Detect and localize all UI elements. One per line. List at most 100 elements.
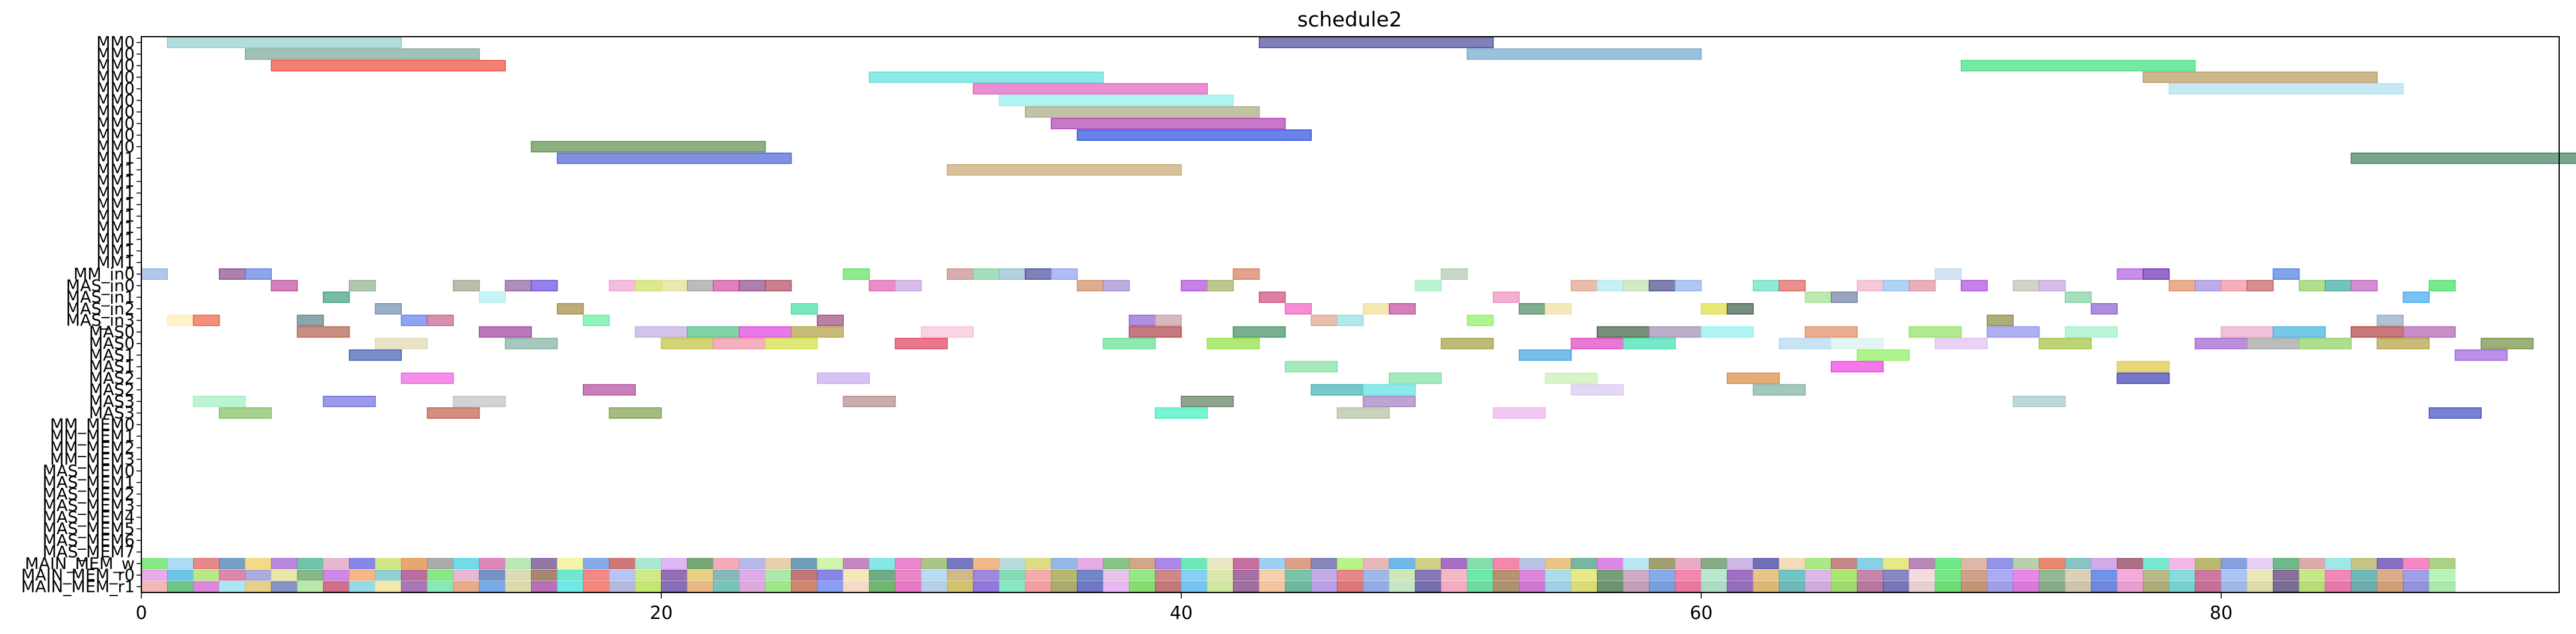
task-bar <box>583 315 610 327</box>
task-bar <box>322 291 350 303</box>
memory-block <box>2091 558 2118 570</box>
task-bar <box>271 60 506 72</box>
task-bar <box>1232 326 1286 338</box>
task-bar <box>1778 280 1806 292</box>
task-bar <box>218 268 246 280</box>
memory-block <box>297 581 324 592</box>
memory-block <box>1753 581 1780 592</box>
task-bar <box>713 337 766 349</box>
memory-block <box>2376 569 2404 581</box>
task-bar <box>2142 71 2378 83</box>
memory-block <box>661 581 688 592</box>
memory-block <box>1311 569 1338 581</box>
task-bar <box>609 407 662 419</box>
y-tick-label: MAS_MEM3 <box>43 497 135 516</box>
memory-block <box>609 581 636 592</box>
memory-block <box>1259 558 1286 570</box>
task-bar <box>2272 326 2326 338</box>
task-bar <box>452 395 506 407</box>
memory-block <box>141 569 168 581</box>
y-tick-label: MM0 <box>96 126 135 145</box>
y-tick-label: MM1 <box>96 242 135 260</box>
memory-block <box>1207 581 1234 592</box>
task-bar <box>1415 280 1442 292</box>
task-bar <box>2012 280 2040 292</box>
task-bar <box>1753 280 1780 292</box>
memory-block <box>1804 558 1832 570</box>
x-tick-label: 60 <box>1689 603 1712 624</box>
memory-block <box>2299 581 2326 592</box>
memory-block <box>1804 569 1832 581</box>
task-bar <box>843 395 896 407</box>
task-bar <box>817 315 844 327</box>
memory-block <box>843 558 870 570</box>
x-tick-label: 40 <box>1170 603 1193 624</box>
task-bar <box>401 372 454 384</box>
memory-block <box>2169 581 2196 592</box>
task-bar <box>868 71 1104 83</box>
memory-block <box>1804 581 1832 592</box>
memory-block <box>661 569 688 581</box>
memory-block <box>687 569 714 581</box>
memory-block <box>1674 558 1702 570</box>
memory-block <box>609 558 636 570</box>
task-bar <box>141 268 168 280</box>
memory-block <box>375 569 402 581</box>
task-bar <box>764 280 792 292</box>
memory-block <box>713 558 740 570</box>
memory-block <box>1597 558 1624 570</box>
y-tick-label: MAS0 <box>89 323 135 342</box>
y-tick-label: MAS_MEM7 <box>43 543 135 562</box>
memory-block <box>1415 569 1442 581</box>
task-bar <box>2429 407 2482 419</box>
memory-block <box>2116 558 2144 570</box>
task-bar <box>1830 291 1858 303</box>
task-bar <box>739 280 766 292</box>
memory-block <box>1232 581 1260 592</box>
memory-block <box>1155 581 1182 592</box>
memory-block <box>817 581 844 592</box>
y-tick-label: MAS2 <box>89 369 135 388</box>
task-bar <box>1155 315 1182 327</box>
memory-block <box>1207 558 1234 570</box>
memory-block <box>2195 581 2222 592</box>
task-bar <box>271 280 298 292</box>
memory-block <box>1649 581 1676 592</box>
memory-block <box>1857 569 1884 581</box>
y-tick-label: MM1 <box>96 219 135 238</box>
memory-block <box>1285 581 1312 592</box>
y-axis-ticks: MM0MM0MM0MM0MM0MM0MM0MM0MM0MM0MM1MM1MM1M… <box>21 34 141 596</box>
memory-block <box>1207 569 1234 581</box>
task-bar <box>2221 326 2274 338</box>
task-bar <box>921 326 974 338</box>
task-bar <box>998 94 1234 106</box>
memory-block <box>1336 581 1364 592</box>
task-bar <box>1024 106 1260 118</box>
x-tick-label: 0 <box>135 603 147 624</box>
y-tick-label: MAS2 <box>89 381 135 399</box>
memory-block <box>453 569 480 581</box>
memory-block <box>2403 581 2430 592</box>
task-bar <box>2246 280 2274 292</box>
memory-block <box>687 558 714 570</box>
task-bar <box>739 326 792 338</box>
task-bar <box>2429 280 2456 292</box>
memory-block <box>2065 581 2092 592</box>
memory-block <box>1389 558 1416 570</box>
task-bar <box>2116 372 2170 384</box>
task-bar <box>1857 349 1910 361</box>
task-bar <box>1857 280 1884 292</box>
task-bar <box>1077 280 1104 292</box>
memory-block <box>1753 558 1780 570</box>
y-tick-label: MM_MEM1 <box>50 427 135 446</box>
task-bar <box>1934 268 1962 280</box>
memory-block <box>2169 569 2196 581</box>
memory-block <box>219 581 246 592</box>
task-bar <box>2298 280 2326 292</box>
memory-block <box>1363 558 1390 570</box>
memory-block <box>1961 569 1988 581</box>
task-bar <box>2195 280 2222 292</box>
y-tick-label: MM1 <box>96 195 135 214</box>
task-bar <box>635 280 662 292</box>
task-bar <box>1519 349 1572 361</box>
